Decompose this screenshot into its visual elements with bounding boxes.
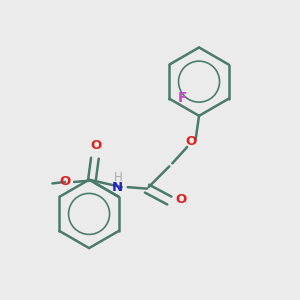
Text: N: N (112, 181, 123, 194)
Text: F: F (178, 91, 187, 105)
Text: O: O (60, 175, 71, 188)
Text: O: O (176, 194, 187, 206)
Text: O: O (90, 139, 101, 152)
Text: O: O (185, 136, 196, 148)
Text: H: H (114, 171, 123, 184)
